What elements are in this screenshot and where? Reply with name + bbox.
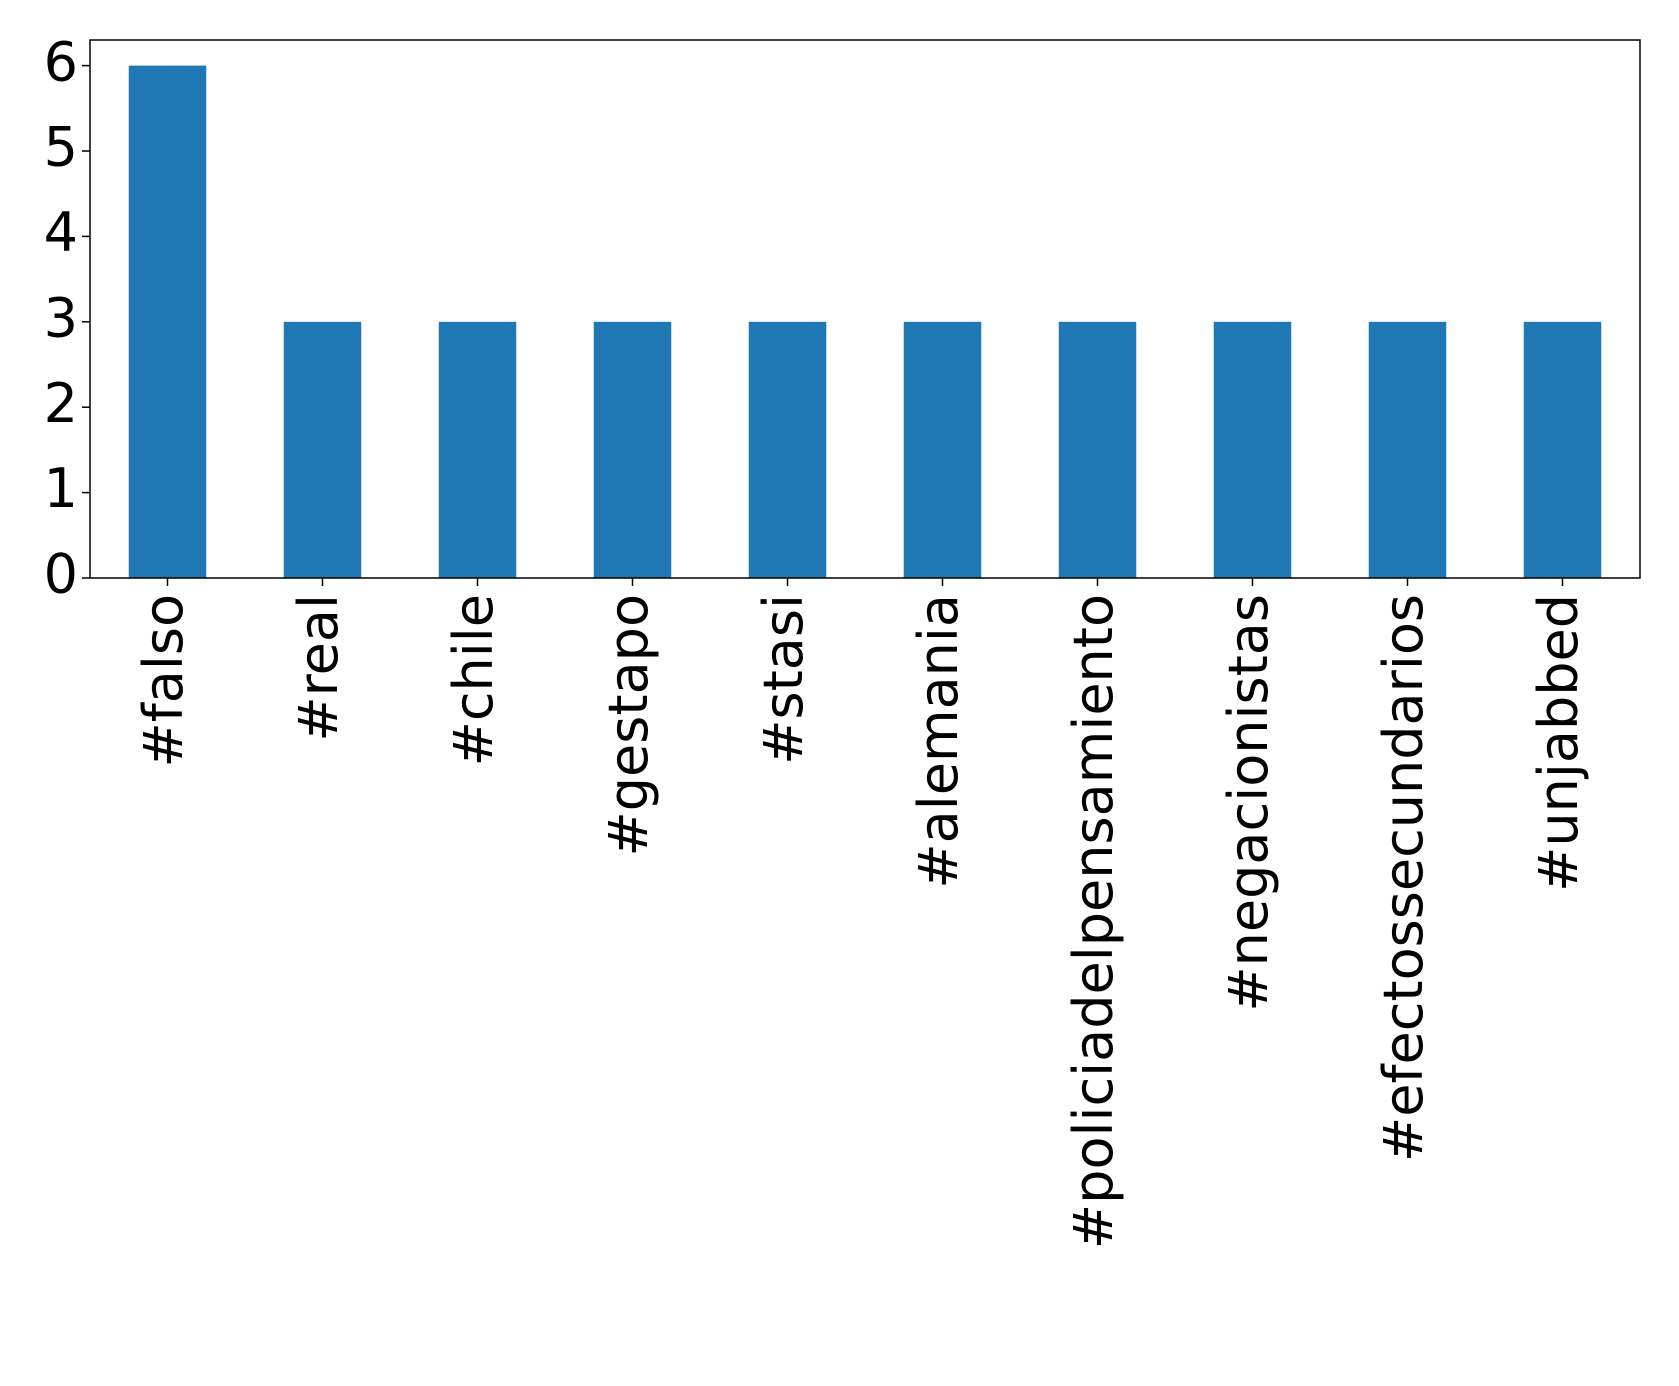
y-tick-label: 0	[44, 543, 78, 606]
x-tick-label: #alemania	[907, 594, 970, 889]
x-tick-label: #gestapo	[597, 594, 660, 856]
x-tick-label: #negacionistas	[1217, 594, 1280, 1012]
y-tick-label: 6	[44, 30, 78, 93]
y-tick-label: 3	[44, 286, 78, 349]
bar	[1368, 321, 1447, 578]
bar	[1213, 321, 1292, 578]
x-tick-label: #unjabbed	[1527, 594, 1590, 892]
plot-frame	[89, 39, 1641, 579]
bar	[438, 321, 517, 578]
bar	[1058, 321, 1137, 578]
bar	[1523, 321, 1602, 578]
x-tick-label: #stasi	[752, 594, 815, 765]
bar	[593, 321, 672, 578]
x-tick-label: #chile	[442, 594, 505, 766]
x-tick-label: #efectossecundarios	[1372, 594, 1435, 1162]
x-tick-label: #policiadelpensamiento	[1062, 594, 1125, 1249]
y-tick-label: 1	[44, 457, 78, 520]
bar	[903, 321, 982, 578]
y-tick-label: 4	[44, 201, 78, 264]
x-tick-label: #real	[287, 594, 350, 742]
bar	[128, 65, 207, 579]
x-tick-label: #falso	[132, 594, 195, 768]
y-tick-label: 5	[44, 116, 78, 179]
bar	[748, 321, 827, 578]
y-tick-label: 2	[44, 372, 78, 435]
bar	[283, 321, 362, 578]
